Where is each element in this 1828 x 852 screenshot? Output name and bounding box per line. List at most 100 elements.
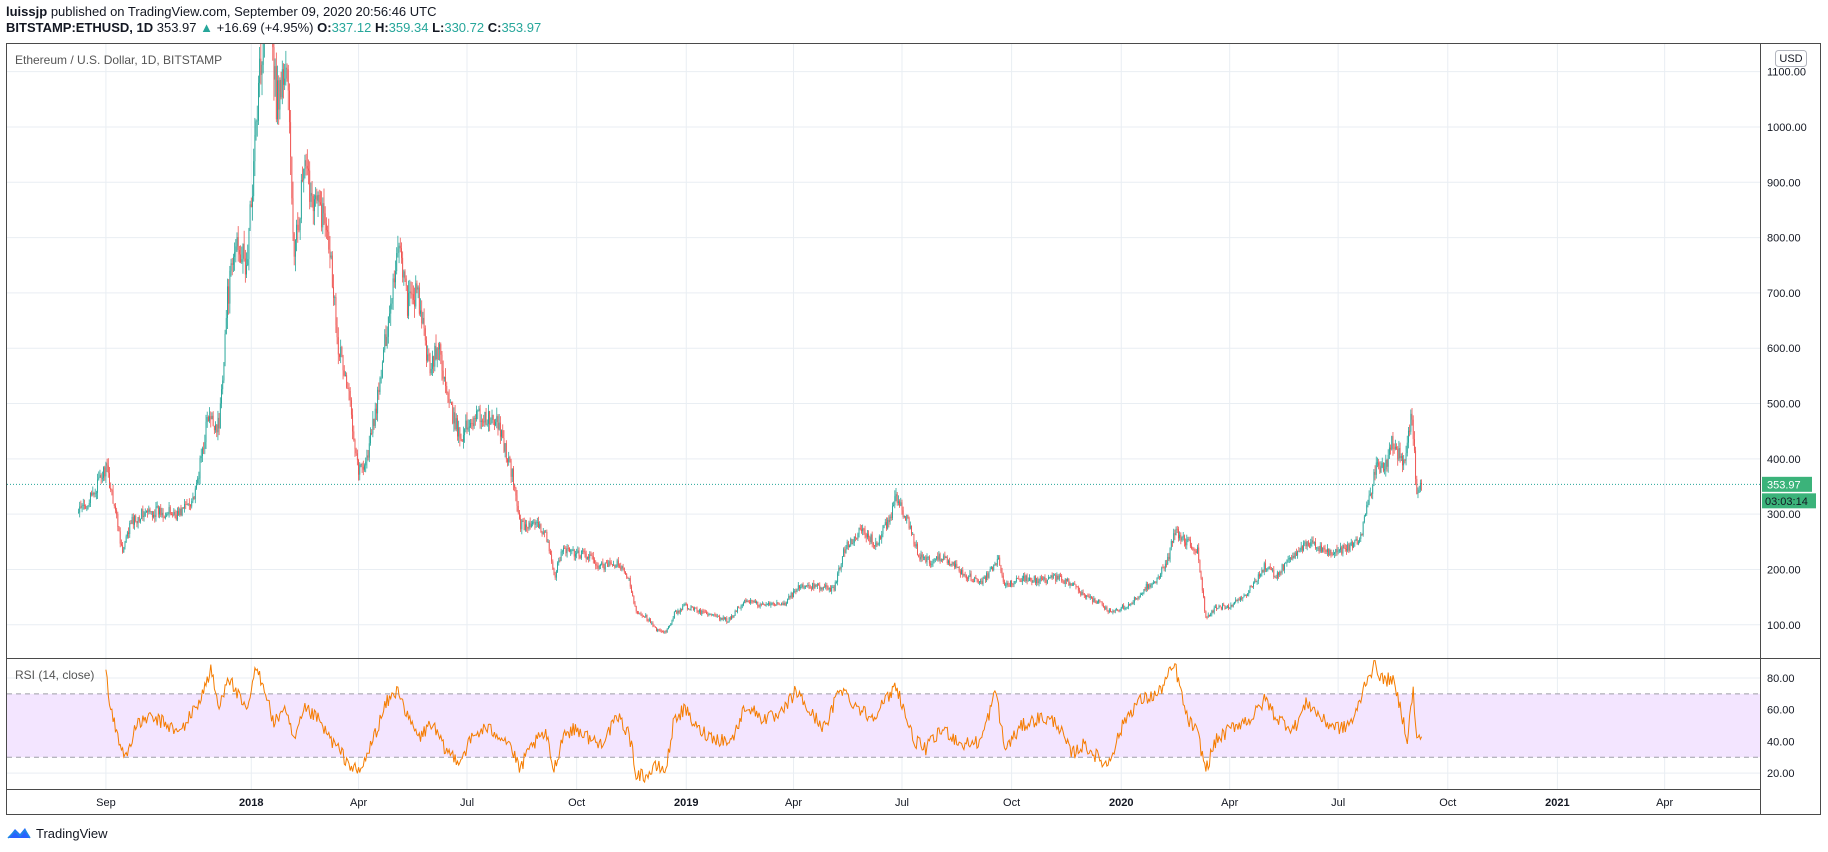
candle-body xyxy=(1348,544,1350,551)
candle-body xyxy=(141,509,143,520)
candle-body xyxy=(958,567,960,572)
candle-body xyxy=(111,489,113,491)
candle-body xyxy=(1085,595,1086,598)
candle-body xyxy=(1344,548,1346,549)
candle-body xyxy=(1393,448,1395,450)
candle-body xyxy=(159,507,160,515)
candle-body xyxy=(1148,584,1150,589)
candle-body xyxy=(1014,580,1016,584)
candle-body xyxy=(844,549,846,553)
candle-body xyxy=(1242,597,1244,599)
grid xyxy=(7,44,1760,789)
candle-body xyxy=(240,254,242,263)
candle-body xyxy=(738,607,740,609)
candle-body xyxy=(1030,577,1032,580)
rsi-axis-label: 40.00 xyxy=(1767,736,1795,748)
candle-body xyxy=(708,614,710,616)
candle-body xyxy=(992,566,993,571)
candle-body xyxy=(473,418,475,427)
candle-body xyxy=(470,422,472,427)
candle-body xyxy=(1120,607,1122,610)
candle-body xyxy=(1102,604,1104,608)
candle-body xyxy=(1350,542,1352,546)
candle-body xyxy=(1407,430,1409,443)
candle-body xyxy=(1338,549,1340,552)
candle-body xyxy=(378,389,380,393)
candle-body xyxy=(1177,529,1179,539)
candle-body xyxy=(875,542,877,547)
candle-body xyxy=(969,573,971,577)
candle-body xyxy=(596,565,598,567)
candle-body xyxy=(774,604,775,606)
candle-body xyxy=(995,563,997,565)
candle-body xyxy=(495,421,497,426)
candle-body xyxy=(1110,609,1111,612)
candle-body xyxy=(1353,543,1355,548)
candle-body xyxy=(611,564,613,566)
candle-body xyxy=(203,448,205,450)
candle-body xyxy=(347,387,349,389)
candle-body xyxy=(1267,568,1269,570)
candle-body xyxy=(1291,557,1293,559)
candle-body xyxy=(1368,495,1370,504)
candle-body xyxy=(1239,597,1241,601)
time-axis[interactable]: Sep 2018 Apr Jul Oct 2019 Apr Jul Oct 2020 Apr Jul O… xyxy=(96,797,1673,809)
candle-body xyxy=(648,619,650,621)
candle-body xyxy=(361,463,363,467)
candle-body xyxy=(1235,599,1237,602)
candle-body xyxy=(1040,577,1042,579)
candle-body xyxy=(392,278,394,299)
candle-body xyxy=(959,571,961,575)
candle-body xyxy=(961,569,963,575)
price-axis[interactable]: 100.00 200.00 300.00 400.00 500.00 600.00 700.… xyxy=(1767,67,1807,632)
candle-body xyxy=(277,80,278,120)
candle-body xyxy=(769,603,771,606)
candle-body xyxy=(683,604,685,607)
candle-body xyxy=(234,252,236,257)
candle-body xyxy=(1143,589,1145,593)
candle-body xyxy=(453,412,455,424)
candle-body xyxy=(128,532,130,534)
candle-body xyxy=(1007,582,1009,586)
candle-body xyxy=(530,523,532,528)
candle-body xyxy=(671,620,673,624)
candle-body xyxy=(640,613,642,615)
candle-body xyxy=(417,287,419,290)
candle-body xyxy=(821,587,823,590)
candle-body xyxy=(635,606,637,612)
candle-body xyxy=(900,502,902,506)
candle-body xyxy=(1384,469,1386,471)
candle-body xyxy=(311,192,313,196)
candle-body xyxy=(391,298,393,304)
candle-body xyxy=(482,420,483,422)
candle-body xyxy=(563,547,564,552)
candle-body xyxy=(1137,597,1139,599)
candle-body xyxy=(1367,503,1369,506)
candle-body xyxy=(670,623,672,626)
candle-body xyxy=(442,370,444,379)
candle-body xyxy=(476,410,477,420)
candle-body xyxy=(986,573,988,580)
candle-body xyxy=(362,466,364,470)
candle-body xyxy=(907,515,909,519)
currency-badge[interactable] xyxy=(1775,50,1807,67)
candle-body xyxy=(258,82,259,121)
candle-body xyxy=(751,599,753,602)
candle-body xyxy=(216,424,218,433)
author-name[interactable]: luissjp xyxy=(6,4,48,19)
rsi-axis[interactable]: 20.00 40.00 60.00 80.00 xyxy=(1767,673,1795,780)
candle-body xyxy=(970,573,972,581)
footer[interactable]: TradingView xyxy=(6,825,108,841)
candle-body xyxy=(1046,579,1048,583)
candle-body xyxy=(840,564,842,569)
candle-body xyxy=(327,230,329,232)
price-tag-label: 353.97 xyxy=(1767,479,1801,491)
candle-body xyxy=(1416,478,1418,494)
candle-body xyxy=(1039,577,1041,582)
candle-body xyxy=(1018,578,1020,580)
candle-body xyxy=(814,584,816,589)
candle-body xyxy=(1253,582,1254,587)
candle-body xyxy=(690,606,692,610)
candle-body xyxy=(1206,617,1208,619)
